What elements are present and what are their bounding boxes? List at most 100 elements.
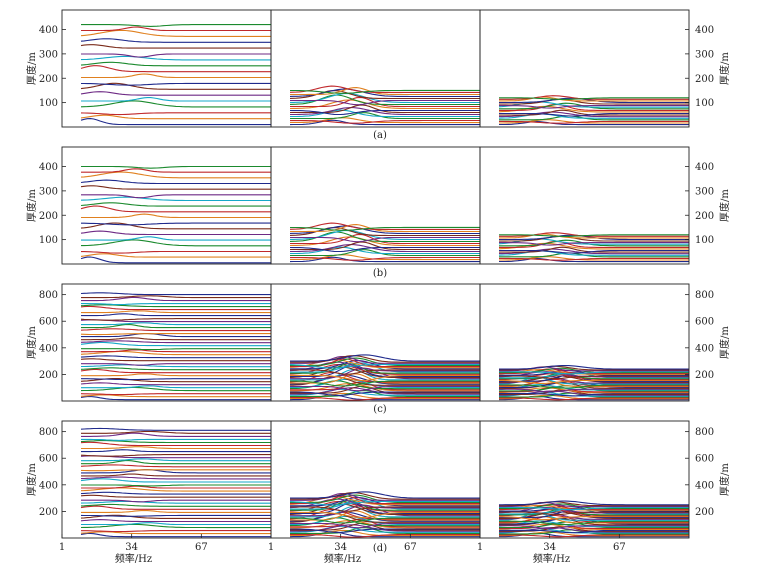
series-line xyxy=(81,348,271,351)
series-line xyxy=(80,292,271,296)
series-line xyxy=(81,322,271,326)
series-line xyxy=(81,323,271,329)
series-line xyxy=(80,386,271,392)
series-line xyxy=(80,118,271,126)
series-line xyxy=(290,99,480,106)
series-line xyxy=(499,511,689,516)
series-line xyxy=(80,38,271,43)
series-line xyxy=(290,367,480,380)
series-line xyxy=(80,427,271,431)
series-line xyxy=(81,82,271,86)
series-line xyxy=(81,337,271,341)
y-tick-label-right: 100 xyxy=(695,235,714,246)
x-tick-label: 34 xyxy=(543,542,556,553)
series-line xyxy=(80,304,271,308)
series-line xyxy=(80,476,271,480)
series-line xyxy=(290,233,480,245)
series-line xyxy=(80,230,271,236)
series-line xyxy=(499,375,689,380)
series-line xyxy=(80,532,271,538)
series-line xyxy=(80,55,271,61)
series-line xyxy=(80,519,271,523)
series-line xyxy=(80,205,271,213)
y-axis-label-right: 厚度/m xyxy=(718,52,731,85)
series-line xyxy=(499,103,689,111)
panel-frame xyxy=(479,146,690,265)
series-line xyxy=(81,24,271,27)
series-line xyxy=(81,213,271,219)
series-line xyxy=(80,355,271,359)
series-line xyxy=(80,341,271,347)
series-line xyxy=(290,383,480,392)
series-line xyxy=(289,363,480,369)
panel-caption: (a) xyxy=(373,130,387,141)
series-line xyxy=(81,53,271,58)
series-line xyxy=(81,458,271,462)
series-line xyxy=(499,248,689,255)
series-line xyxy=(499,240,689,248)
series-line xyxy=(289,508,480,520)
series-line xyxy=(81,332,271,338)
series-line xyxy=(499,511,689,519)
series-line xyxy=(290,109,480,118)
series-line xyxy=(289,225,480,235)
panel-caption: (b) xyxy=(373,268,387,279)
series-line xyxy=(80,395,271,401)
y-tick-label-left: 400 xyxy=(39,480,58,491)
series-line xyxy=(290,506,480,512)
series-line xyxy=(81,469,271,474)
y-tick-label-right: 300 xyxy=(695,49,714,60)
series-line xyxy=(499,393,689,397)
panel-caption: (d) xyxy=(373,543,387,554)
series-line xyxy=(81,239,271,247)
series-line xyxy=(499,522,689,530)
series-line xyxy=(499,252,689,258)
y-tick-label-left: 600 xyxy=(39,317,58,328)
series-line xyxy=(499,120,689,124)
series-line xyxy=(290,226,480,231)
series-line xyxy=(499,384,689,389)
series-line xyxy=(290,119,480,124)
y-tick-label-left: 200 xyxy=(39,211,58,222)
y-tick-label-right: 300 xyxy=(695,186,714,197)
series-line xyxy=(81,484,271,487)
series-line xyxy=(80,531,271,535)
series-line xyxy=(81,194,271,199)
series-line xyxy=(290,495,480,505)
series-line xyxy=(80,441,271,447)
x-tick-label: 1 xyxy=(59,542,65,553)
series-line xyxy=(289,222,480,230)
series-line xyxy=(499,115,689,121)
series-line xyxy=(289,119,480,126)
series-line xyxy=(290,511,480,519)
y-tick-label-right: 600 xyxy=(695,317,714,328)
y-tick-label-right: 100 xyxy=(695,98,714,109)
series-line xyxy=(499,380,689,388)
series-line xyxy=(498,375,689,383)
series-line xyxy=(290,522,480,529)
series-line xyxy=(290,374,480,382)
y-axis-label-left: 厚度/m xyxy=(25,52,38,85)
series-line xyxy=(289,85,480,93)
series-line xyxy=(80,305,271,311)
series-line xyxy=(80,222,271,230)
series-line xyxy=(499,375,689,384)
series-line xyxy=(499,529,689,534)
y-tick-label-left: 400 xyxy=(39,343,58,354)
series-line xyxy=(290,355,480,363)
panel-frame xyxy=(479,9,690,128)
y-axis-label-right: 厚度/m xyxy=(718,189,731,222)
y-tick-label-right: 200 xyxy=(695,370,714,381)
series-line xyxy=(290,363,480,374)
series-line xyxy=(290,249,480,257)
series-line xyxy=(81,522,271,526)
x-axis-label: 频率/Hz xyxy=(324,552,361,565)
series-line xyxy=(80,171,271,179)
y-tick-label-right: 400 xyxy=(695,343,714,354)
y-tick-label-left: 400 xyxy=(39,162,58,173)
panel-frame xyxy=(270,146,481,265)
series-line xyxy=(80,503,271,507)
y-tick-label-left: 800 xyxy=(39,427,58,438)
series-line xyxy=(80,464,271,468)
